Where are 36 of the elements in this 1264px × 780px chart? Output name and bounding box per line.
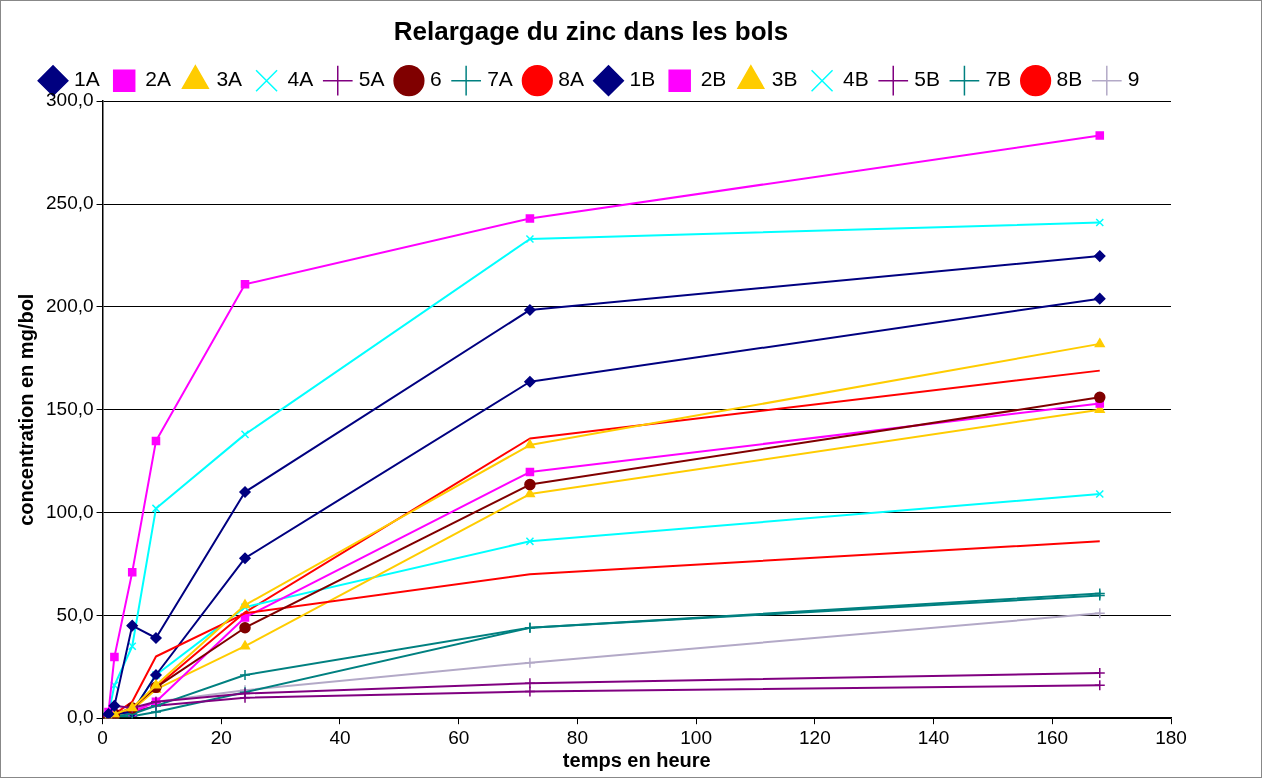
y-tick-label: 100,0	[46, 500, 94, 522]
x-tick-label: 160	[1036, 726, 1069, 748]
x-tick-label: 100	[680, 726, 712, 748]
y-tick-label: 0,0	[67, 706, 94, 728]
y-tick-label: 50,0	[56, 603, 94, 625]
x-axis-title: temps en heure	[562, 748, 711, 771]
y-tick-label: 250,0	[46, 192, 94, 214]
legend-label: 5A	[358, 67, 385, 91]
y-tick-label: 200,0	[46, 295, 94, 317]
legend-label: 8A	[558, 67, 584, 91]
x-tick-label: 140	[917, 726, 950, 748]
x-tick-label: 80	[566, 726, 588, 748]
x-tick-label: 0	[97, 726, 108, 748]
x-tick-label: 20	[210, 726, 232, 748]
y-tick-label: 300,0	[46, 89, 94, 111]
legend-label: 3B	[771, 67, 798, 91]
legend-label: 4A	[287, 67, 314, 91]
y-tick-label: 150,0	[46, 397, 94, 419]
legend-label: 6	[429, 67, 442, 91]
legend-label: 1B	[629, 67, 656, 91]
x-tick-label: 60	[448, 726, 470, 748]
legend-label: 2B	[700, 67, 727, 91]
chart-title: Relargage du zinc dans les bols	[393, 15, 789, 46]
y-axis-title: concentration en mg/bol	[14, 293, 37, 526]
legend-label: 8B	[1056, 67, 1083, 91]
legend-label: 4B	[843, 67, 869, 91]
legend-label: 7A	[487, 67, 513, 91]
legend-label: 1A	[74, 67, 100, 91]
legend-label: 5B	[914, 67, 940, 91]
x-tick-label: 40	[329, 726, 351, 748]
legend-label: 3A	[216, 67, 243, 91]
x-tick-label: 120	[799, 726, 831, 748]
x-tick-label: 180	[1155, 726, 1187, 748]
legend-label: 7B	[985, 67, 1012, 91]
legend-label: 9	[1127, 67, 1140, 91]
legend-label: 2A	[145, 67, 171, 91]
